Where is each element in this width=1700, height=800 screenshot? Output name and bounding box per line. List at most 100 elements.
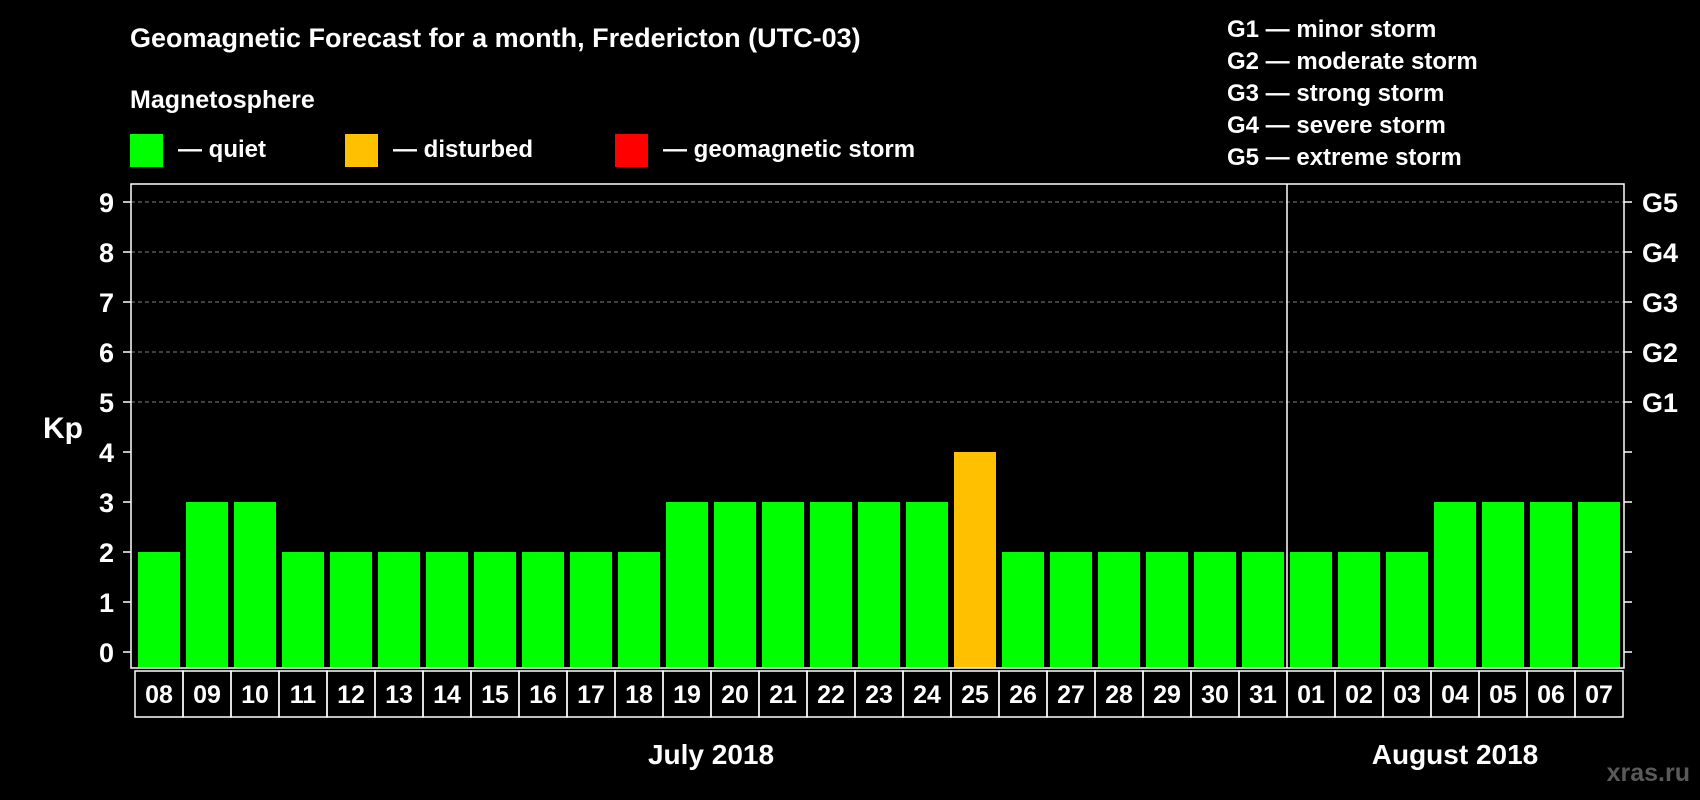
- legend-swatch-storm: [615, 134, 648, 167]
- date-label-17: 17: [577, 681, 605, 709]
- bar-13: [378, 552, 420, 668]
- date-label-29: 29: [1153, 681, 1181, 709]
- month-labels: July 2018 August 2018: [648, 739, 1538, 770]
- date-label-07: 07: [1585, 681, 1613, 709]
- right-label-g1: G1: [1642, 388, 1678, 418]
- bar-22: [810, 502, 852, 668]
- date-label-02: 02: [1345, 681, 1373, 709]
- bar-16: [522, 552, 564, 668]
- chart-title: Geomagnetic Forecast for a month, Freder…: [130, 23, 861, 53]
- bar-03: [1386, 552, 1428, 668]
- date-label-01: 01: [1297, 681, 1325, 709]
- bar-31: [1242, 552, 1284, 668]
- right-axis-storm-levels: G1 G2 G3 G4 G5: [1624, 188, 1678, 653]
- date-label-03: 03: [1393, 681, 1421, 709]
- date-label-25: 25: [961, 681, 989, 709]
- date-label-27: 27: [1057, 681, 1085, 709]
- legend-swatch-quiet: [130, 134, 163, 167]
- bar-08: [138, 552, 180, 668]
- month-label-1: August 2018: [1372, 739, 1539, 770]
- date-cell-07: [1574, 670, 1624, 718]
- date-label-18: 18: [625, 681, 653, 709]
- date-label-13: 13: [385, 681, 413, 709]
- bar-09: [186, 502, 228, 668]
- bar-30: [1194, 552, 1236, 668]
- storm-scale-g1: G1 — minor storm: [1227, 16, 1436, 43]
- date-label-05: 05: [1489, 681, 1517, 709]
- date-label-09: 09: [193, 681, 221, 709]
- legend: — quiet — disturbed — geomagnetic storm: [130, 134, 915, 167]
- y-tick-label-9: 9: [99, 188, 114, 218]
- bar-19: [666, 502, 708, 668]
- date-label-19: 19: [673, 681, 701, 709]
- watermark: xras.ru: [1607, 759, 1690, 787]
- bars: [138, 452, 1620, 668]
- date-label-04: 04: [1441, 681, 1469, 709]
- bar-11: [282, 552, 324, 668]
- plot-frame: [130, 183, 1625, 669]
- storm-scale-g3: G3 — strong storm: [1227, 80, 1444, 107]
- legend-label-quiet: — quiet: [178, 136, 266, 163]
- date-label-08: 08: [145, 681, 173, 709]
- date-label-23: 23: [865, 681, 893, 709]
- date-label-22: 22: [817, 681, 845, 709]
- bar-14: [426, 552, 468, 668]
- bar-07: [1578, 502, 1620, 668]
- date-label-31: 31: [1249, 681, 1277, 709]
- storm-scale-g4: G4 — severe storm: [1227, 112, 1446, 139]
- bar-23: [858, 502, 900, 668]
- bar-21: [762, 502, 804, 668]
- legend-label-disturbed: — disturbed: [393, 136, 533, 163]
- date-label-21: 21: [769, 681, 797, 709]
- y-tick-label-2: 2: [99, 538, 114, 568]
- bar-27: [1050, 552, 1092, 668]
- date-label-30: 30: [1201, 681, 1229, 709]
- y-tick-label-8: 8: [99, 238, 114, 268]
- bar-02: [1338, 552, 1380, 668]
- bar-15: [474, 552, 516, 668]
- y-tick-label-7: 7: [99, 288, 114, 318]
- date-label-10: 10: [241, 681, 269, 709]
- y-tick-label-3: 3: [99, 488, 114, 518]
- bar-26: [1002, 552, 1044, 668]
- bar-18: [618, 552, 660, 668]
- y-tick-label-0: 0: [99, 638, 114, 668]
- right-label-g5: G5: [1642, 188, 1678, 218]
- storm-scale-g5: G5 — extreme storm: [1227, 144, 1462, 171]
- y-tick-label-6: 6: [99, 338, 114, 368]
- y-axis-ticks: 0 1 2 3 4 5 6 7 8 9: [99, 188, 131, 668]
- bar-17: [570, 552, 612, 668]
- right-label-g2: G2: [1642, 338, 1678, 368]
- date-label-26: 26: [1009, 681, 1037, 709]
- month-label-0: July 2018: [648, 739, 774, 770]
- date-label-28: 28: [1105, 681, 1133, 709]
- bar-12: [330, 552, 372, 668]
- plot-border: [130, 183, 1625, 669]
- legend-label-storm: — geomagnetic storm: [663, 136, 915, 163]
- bar-05: [1482, 502, 1524, 668]
- bar-29: [1146, 552, 1188, 668]
- date-label-11: 11: [290, 681, 317, 709]
- bar-01: [1290, 552, 1332, 668]
- y-tick-label-1: 1: [99, 588, 114, 618]
- date-label-24: 24: [913, 681, 941, 709]
- storm-scale-list: G1 — minor storm G2 — moderate storm G3 …: [1227, 16, 1478, 171]
- legend-swatch-disturbed: [345, 134, 378, 167]
- bar-24: [906, 502, 948, 668]
- storm-scale-g2: G2 — moderate storm: [1227, 48, 1478, 75]
- right-label-g4: G4: [1642, 238, 1678, 268]
- date-label-12: 12: [337, 681, 365, 709]
- bar-10: [234, 502, 276, 668]
- y-tick-label-5: 5: [99, 388, 114, 418]
- bar-28: [1098, 552, 1140, 668]
- bar-06: [1530, 502, 1572, 668]
- y-tick-label-4: 4: [99, 438, 114, 468]
- bar-20: [714, 502, 756, 668]
- date-label-14: 14: [433, 681, 461, 709]
- bar-04: [1434, 502, 1476, 668]
- date-label-06: 06: [1537, 681, 1565, 709]
- y-axis-label: Kp: [43, 412, 83, 445]
- right-label-g3: G3: [1642, 288, 1678, 318]
- date-row: 08 09 10 11 12 13 14 15 16 17 18 19 20 21 22 23 24 25 26 27…: [134, 670, 1624, 718]
